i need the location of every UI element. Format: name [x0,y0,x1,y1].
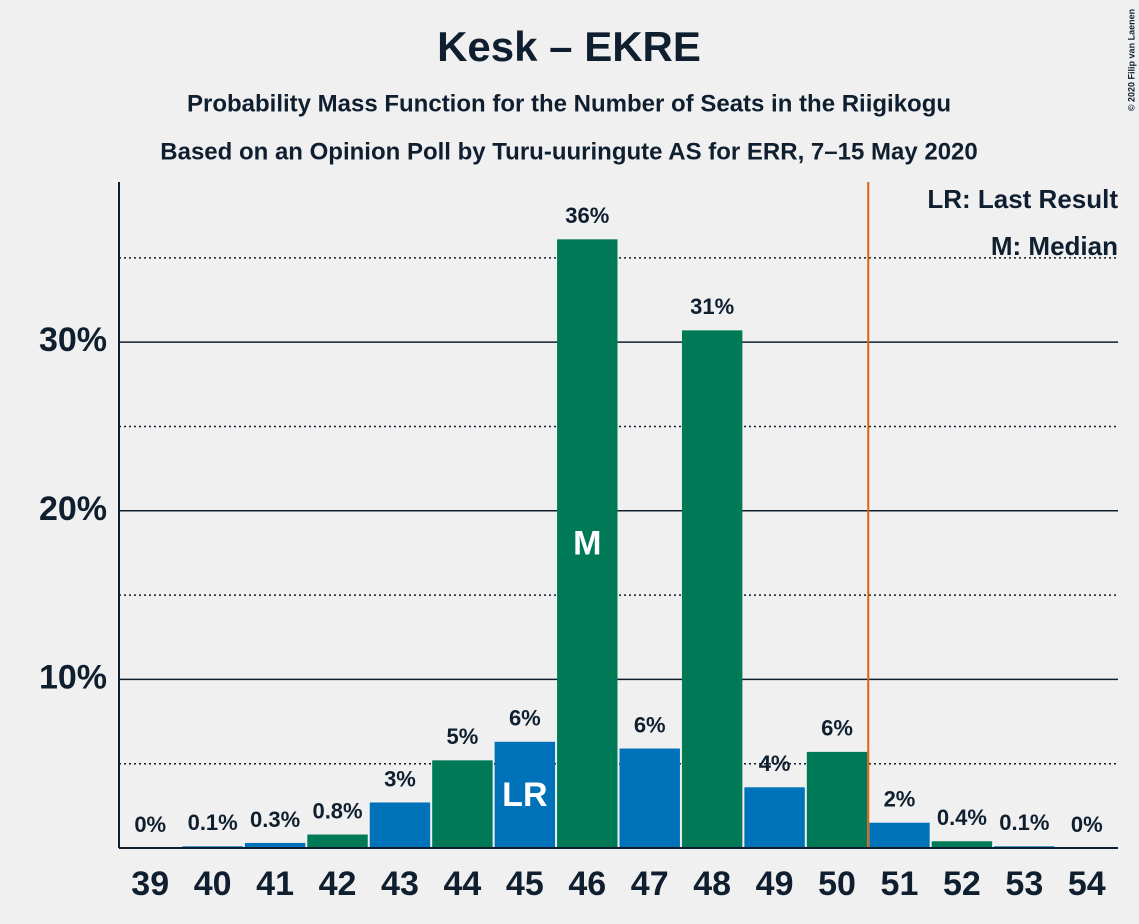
value-label: 0% [1071,812,1103,837]
value-label: 36% [565,203,609,228]
bar [806,751,868,848]
y-tick-label: 20% [39,490,107,528]
bar [432,760,493,848]
subtitle: Probability Mass Function for the Number… [187,90,951,117]
value-label: 0.8% [312,798,362,823]
x-tick-label: 51 [881,865,919,903]
value-label: 4% [759,751,791,776]
bar [557,239,618,848]
last-result-marker: LR [502,776,547,814]
x-tick-label: 42 [319,865,357,903]
value-label: 0.3% [250,807,300,832]
bar [369,802,431,848]
bar [494,741,556,848]
y-tick-label: 30% [39,321,107,359]
value-label: 3% [384,766,416,791]
value-label: 0.1% [999,810,1049,835]
x-tick-label: 40 [194,865,232,903]
bar [307,834,368,848]
value-label: 0.1% [188,810,238,835]
value-label: 0% [134,812,166,837]
value-label: 6% [509,706,541,731]
legend-entry: LR: Last Result [927,184,1118,214]
bar [931,841,993,848]
bar [681,330,743,848]
x-tick-label: 45 [506,865,544,903]
bar [619,748,680,848]
x-tick-label: 48 [693,865,731,903]
value-label: 31% [690,294,734,319]
x-tick-label: 50 [818,865,856,903]
value-label: 2% [884,787,916,812]
x-tick-label: 46 [568,865,606,903]
x-tick-label: 49 [756,865,794,903]
subtitle: Based on an Opinion Poll by Turu-uuringu… [160,138,977,165]
legend-entry: M: Median [991,231,1118,261]
bar [244,842,306,848]
bar [744,787,805,848]
value-label: 0.4% [937,805,987,830]
x-tick-label: 47 [631,865,669,903]
x-tick-label: 52 [943,865,981,903]
value-label: 5% [447,724,479,749]
copyright: © 2020 Filip van Laenen [1126,9,1136,111]
value-label: 6% [634,712,666,737]
x-tick-label: 39 [131,865,169,903]
x-tick-label: 41 [256,865,294,903]
chart-title: Kesk – EKRE [437,23,701,70]
x-tick-label: 43 [381,865,419,903]
x-tick-label: 54 [1068,865,1106,903]
median-marker: M [573,525,601,563]
bar [869,822,930,848]
x-tick-label: 53 [1005,865,1043,903]
x-tick-label: 44 [443,865,481,903]
value-label: 6% [821,716,853,741]
y-tick-label: 10% [39,658,107,696]
